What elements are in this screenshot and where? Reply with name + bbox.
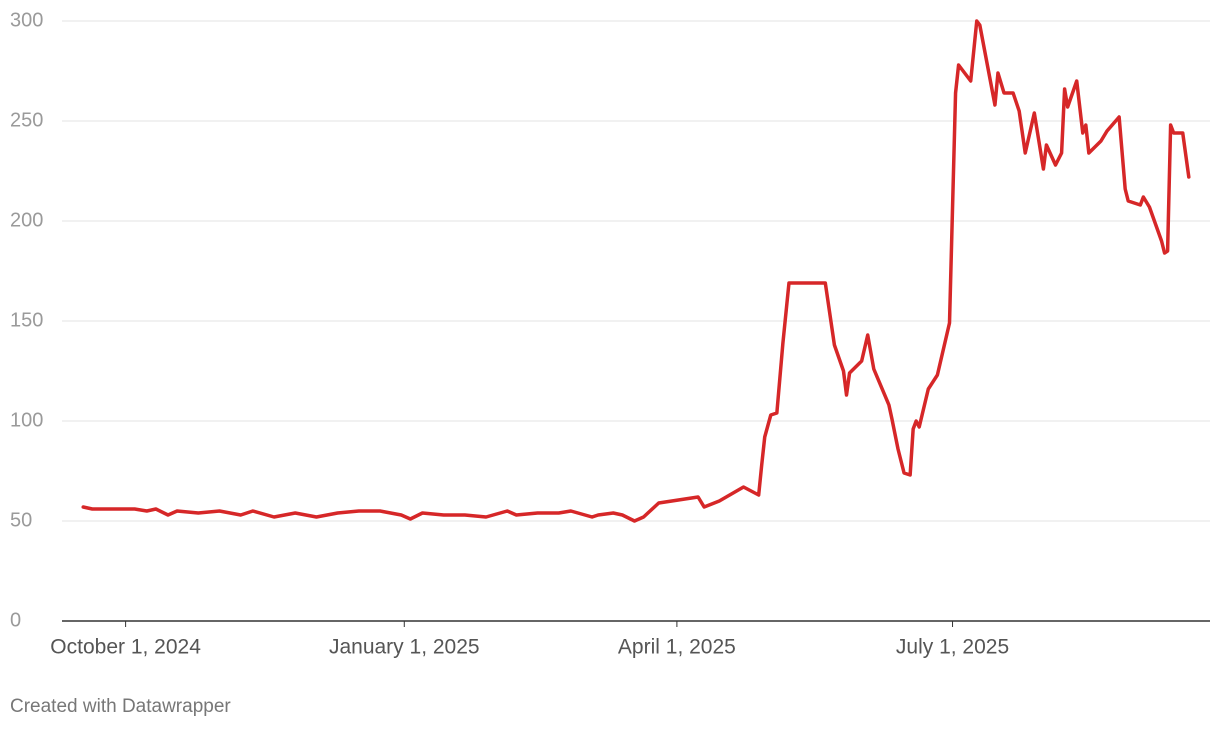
x-tick-label: January 1, 2025 [329, 636, 480, 659]
y-tick-label: 50 [10, 509, 32, 531]
y-tick-label: 0 [10, 609, 21, 631]
y-tick-label: 300 [10, 9, 43, 31]
y-tick-label: 100 [10, 409, 43, 431]
data-line [81, 19, 1191, 523]
x-tick-label: October 1, 2024 [50, 636, 201, 659]
y-tick-label: 200 [10, 209, 43, 231]
y-tick-label: 150 [10, 309, 43, 331]
footer: Created with Datawrapper [10, 696, 231, 717]
y-tick-label: 250 [10, 109, 43, 131]
x-tick-label: July 1, 2025 [896, 636, 1009, 659]
x-tick-label: April 1, 2025 [618, 636, 736, 659]
